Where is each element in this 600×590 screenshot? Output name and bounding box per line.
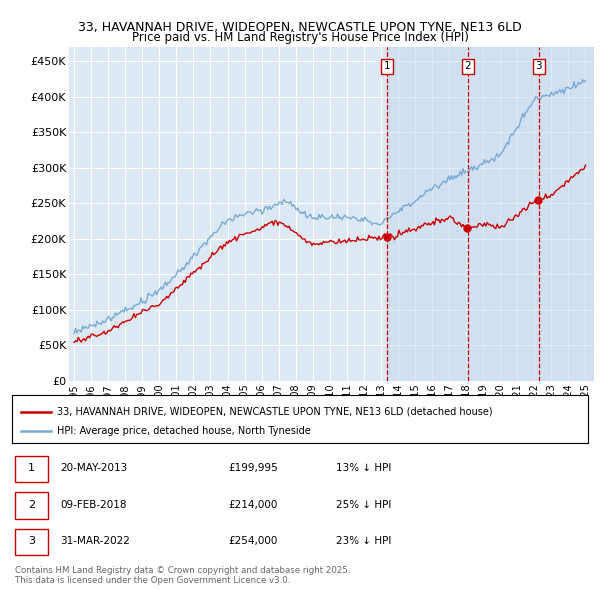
Text: 13% ↓ HPI: 13% ↓ HPI	[336, 463, 391, 473]
Text: 2: 2	[464, 61, 471, 71]
Text: 33, HAVANNAH DRIVE, WIDEOPEN, NEWCASTLE UPON TYNE, NE13 6LD: 33, HAVANNAH DRIVE, WIDEOPEN, NEWCASTLE …	[78, 21, 522, 34]
Bar	[388, 47, 594, 381]
FancyBboxPatch shape	[12, 395, 588, 444]
Text: £214,000: £214,000	[228, 500, 277, 510]
Text: 3: 3	[28, 536, 35, 546]
Text: 1: 1	[28, 463, 35, 473]
Text: 3: 3	[535, 61, 542, 71]
FancyBboxPatch shape	[15, 492, 48, 519]
Text: £254,000: £254,000	[228, 536, 277, 546]
Text: HPI: Average price, detached house, North Tyneside: HPI: Average price, detached house, Nort…	[57, 426, 311, 436]
FancyBboxPatch shape	[15, 529, 48, 555]
Text: £199,995: £199,995	[228, 463, 278, 473]
Text: 33, HAVANNAH DRIVE, WIDEOPEN, NEWCASTLE UPON TYNE, NE13 6LD (detached house): 33, HAVANNAH DRIVE, WIDEOPEN, NEWCASTLE …	[57, 407, 493, 417]
Text: Contains HM Land Registry data © Crown copyright and database right 2025.
This d: Contains HM Land Registry data © Crown c…	[15, 566, 350, 585]
Text: 20-MAY-2013: 20-MAY-2013	[60, 463, 127, 473]
Text: 23% ↓ HPI: 23% ↓ HPI	[336, 536, 391, 546]
Text: 09-FEB-2018: 09-FEB-2018	[60, 500, 127, 510]
Text: 1: 1	[384, 61, 391, 71]
Text: 25% ↓ HPI: 25% ↓ HPI	[336, 500, 391, 510]
FancyBboxPatch shape	[15, 455, 48, 482]
Text: Price paid vs. HM Land Registry's House Price Index (HPI): Price paid vs. HM Land Registry's House …	[131, 31, 469, 44]
Text: 31-MAR-2022: 31-MAR-2022	[60, 536, 130, 546]
Text: 2: 2	[28, 500, 35, 510]
